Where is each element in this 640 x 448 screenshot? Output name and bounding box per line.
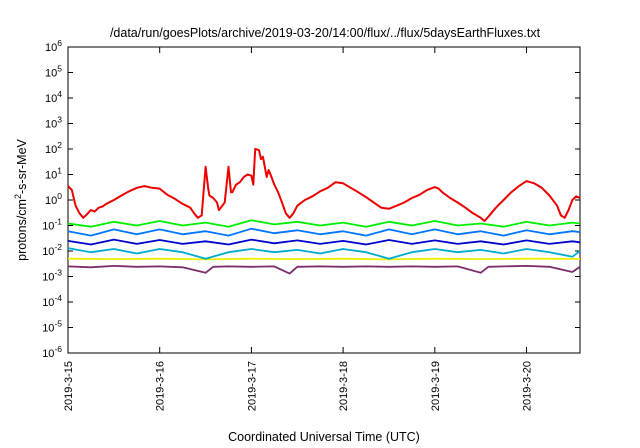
y-tick-label: 101 <box>45 166 62 182</box>
y-tick-label: 10-1 <box>42 217 62 233</box>
y-tick-label: 10-6 <box>42 344 62 360</box>
y-tick-label: 100 <box>45 191 62 207</box>
y-tick-label: 10-5 <box>42 319 62 335</box>
series-line-3 <box>67 227 581 237</box>
series-line-1 <box>67 148 581 222</box>
y-tick-label: 102 <box>45 140 62 156</box>
x-tick-label: 2019-3-15 <box>63 361 75 411</box>
x-axis-label: Coordinated Universal Time (UTC) <box>228 430 420 444</box>
y-tick-label: 105 <box>45 64 62 80</box>
y-axis: 10-6 10-5 10-4 10-3 10-2 10-1 100 101 102 103 104 1… <box>42 38 580 360</box>
x-tick-label: 2019-3-16 <box>155 361 167 411</box>
series-layer <box>67 148 581 275</box>
y-tick-label: 10-2 <box>42 242 62 258</box>
series-line-7 <box>67 265 581 275</box>
x-tick-label: 2019-3-19 <box>430 361 442 411</box>
y-tick-label: 103 <box>45 115 62 131</box>
y-axis-label: protons/cm2-s-sr-MeV <box>13 138 29 260</box>
series-line-5 <box>67 247 581 260</box>
y-tick-label: 106 <box>45 38 62 54</box>
series-line-6 <box>67 257 581 261</box>
x-axis: 2019-3-15 2019-3-16 2019-3-17 2019-3-18 2019… <box>63 47 534 411</box>
chart-title: /data/run/goesPlots/archive/2019-03-20/1… <box>110 26 541 40</box>
series-line-2 <box>67 219 581 228</box>
x-tick-label: 2019-3-18 <box>338 361 350 411</box>
y-tick-label: 104 <box>45 89 62 105</box>
x-tick-label: 2019-3-20 <box>522 361 534 411</box>
series-line-4 <box>67 238 581 246</box>
x-tick-label: 2019-3-17 <box>246 361 258 411</box>
y-tick-label: 10-3 <box>42 268 62 284</box>
y-tick-label: 10-4 <box>42 293 62 309</box>
